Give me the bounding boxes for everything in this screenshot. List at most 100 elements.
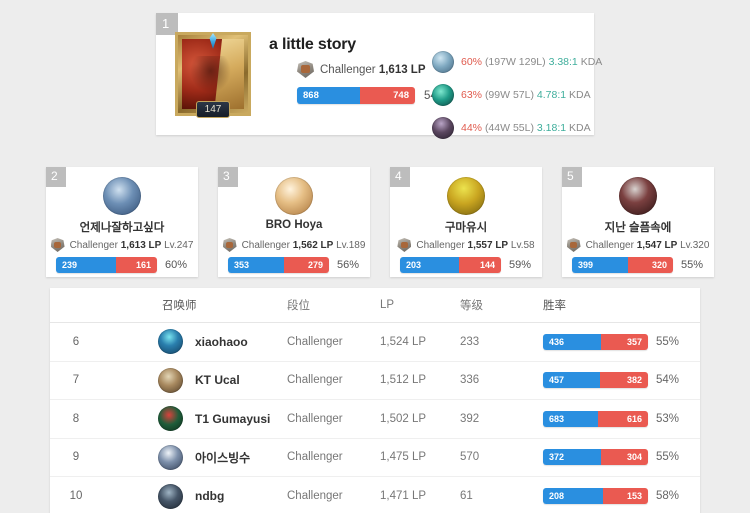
champion-icon-1 — [432, 51, 454, 73]
row-summoner: ndbg — [102, 483, 287, 509]
row-tier: Challenger — [287, 451, 343, 464]
rank-badge: 5 — [562, 167, 582, 187]
row-lp: 1,475 LP — [380, 451, 427, 464]
winrate-percent: 60% — [165, 259, 188, 271]
table-row[interactable]: 8 T1 Gumayusi Challenger 1,502 LP 392 68… — [50, 400, 700, 439]
row-rank: 6 — [72, 335, 80, 348]
wins-segment: 683 — [543, 410, 599, 427]
summoner-name[interactable]: xiaohaoo — [195, 334, 248, 349]
rank-4-card[interactable]: 4 구마유시 Challenger 1,557 LP Lv.58 203 144… — [390, 167, 542, 277]
tier-label: Challenger 1,613 LP Lv.247 — [70, 240, 194, 251]
row-tier: Challenger — [287, 335, 343, 348]
row-rank: 8 — [72, 412, 80, 425]
summoner-avatar — [158, 406, 183, 432]
losses-segment: 161 — [116, 257, 157, 273]
summoner-name[interactable]: KT Ucal — [195, 373, 240, 388]
rank-3-card[interactable]: 3 BRO Hoya Challenger 1,562 LP Lv.189 35… — [218, 167, 370, 277]
summoner-name[interactable]: ndbg — [195, 489, 225, 504]
winrate-bar: 208 153 — [543, 488, 648, 505]
winrate-bar-group: 399 320 55% — [572, 257, 703, 273]
summoner-avatar — [275, 177, 313, 215]
losses-segment: 748 — [360, 87, 415, 104]
champion-record: (44W 55L) — [484, 122, 534, 134]
winrate-bar: 372 304 — [543, 449, 648, 466]
champion-icon-2 — [432, 84, 454, 106]
summoner-level-badge: 147 — [196, 101, 230, 118]
summoner-level: Lv.247 — [164, 239, 194, 251]
tier-label: Challenger 1,547 LP Lv.320 — [586, 240, 710, 251]
champion-stat-text: 44% (44W 55L) 3.18:1 KDA — [461, 122, 591, 134]
tier-name: Challenger — [241, 239, 290, 251]
summoner-avatar — [158, 367, 183, 393]
wins-segment: 457 — [543, 372, 601, 389]
tier-label: Challenger 1,562 LP Lv.189 — [242, 240, 366, 251]
rank-2-card[interactable]: 2 언제나잘하고싶다 Challenger 1,613 LP Lv.247 23… — [46, 167, 198, 277]
summoner-name[interactable]: 지난 슬픔속에 — [604, 222, 672, 234]
winrate-percent: 53% — [656, 412, 680, 425]
champion-stat-text: 63% (99W 57L) 4.78:1 KDA — [461, 89, 591, 101]
row-level: 61 — [460, 490, 473, 503]
table-row[interactable]: 6 xiaohaoo Challenger 1,524 LP 233 436 3… — [50, 323, 700, 362]
row-summoner: xiaohaoo — [102, 329, 287, 355]
row-level: 392 — [460, 412, 480, 425]
summoner-level: Lv.320 — [680, 239, 710, 251]
row-lp: 1,471 LP — [380, 490, 427, 503]
winrate-bar: 399 320 — [572, 257, 673, 273]
summoner-name[interactable]: T1 Gumayusi — [195, 411, 271, 426]
summoner-avatar — [103, 177, 141, 215]
tier-lp: 1,562 LP — [292, 239, 334, 251]
winrate-percent: 58% — [656, 490, 680, 503]
column-header-winrate: 胜率 — [543, 297, 700, 313]
champion-kda: 4.78:1 — [536, 89, 567, 101]
summoner-name[interactable]: 구마유시 — [444, 222, 488, 234]
table-row[interactable]: 7 KT Ucal Challenger 1,512 LP 336 457 38… — [50, 362, 700, 400]
row-winrate: 372 304 55% — [543, 449, 700, 466]
tier-label: Challenger 1,613 LP — [320, 64, 426, 76]
tier-name: Challenger — [416, 239, 465, 251]
winrate-bar-group: 353 279 56% — [228, 257, 359, 273]
champion-icon-3 — [432, 117, 454, 139]
tier-row: Challenger 1,613 LP — [297, 61, 447, 78]
losses-segment: 382 — [600, 372, 648, 389]
row-summoner: 아이스빙수 — [102, 444, 287, 470]
winrate-bar-group: 868 748 54% — [297, 87, 447, 104]
losses-segment: 153 — [603, 488, 648, 505]
challenger-tier-icon — [50, 238, 65, 252]
tier-name: Challenger — [320, 63, 376, 76]
challenger-tier-icon — [566, 238, 581, 252]
champion-stat-row: 44% (44W 55L) 3.18:1 KDA — [432, 117, 602, 139]
row-winrate: 457 382 54% — [543, 372, 700, 389]
rank-1-info: a little story Challenger 1,613 LP 868 7… — [269, 32, 447, 104]
column-header-lp: LP — [380, 299, 395, 311]
summoner-avatar — [619, 177, 657, 215]
table-row[interactable]: 9 아이스빙수 Challenger 1,475 LP 570 372 304 … — [50, 439, 700, 477]
summoner-level: Lv.58 — [510, 239, 535, 251]
summoner-name[interactable]: 아이스빙수 — [195, 450, 251, 465]
champion-stat-row: 60% (197W 129L) 3.38:1 KDA — [432, 51, 602, 73]
row-winrate: 208 153 58% — [543, 488, 700, 505]
tier-name: Challenger — [585, 239, 634, 251]
leaderboard-table: 召唤师 段位 LP 等级 胜率 6 xiaohaoo Challenger 1,… — [50, 288, 700, 513]
rank-1-card-body: 147 a little story Challenger 1,613 LP 8… — [156, 13, 594, 118]
rank-1-card[interactable]: 1 147 a little story Challenger 1,613 LP… — [156, 13, 602, 139]
tier-row: Challenger 1,613 LP Lv.247 — [46, 238, 198, 252]
summoner-name[interactable]: BRO Hoya — [265, 219, 323, 231]
winrate-bar: 683 616 — [543, 410, 648, 427]
top-ranks-cards: 2 언제나잘하고싶다 Challenger 1,613 LP Lv.247 23… — [46, 167, 714, 277]
tier-row: Challenger 1,547 LP Lv.320 — [562, 238, 714, 252]
summoner-name[interactable]: 언제나잘하고싶다 — [79, 222, 165, 234]
rank-badge: 2 — [46, 167, 66, 187]
summoner-avatar — [447, 177, 485, 215]
challenger-tier-icon — [297, 61, 314, 78]
summoner-avatar — [158, 483, 183, 509]
rank-badge: 4 — [390, 167, 410, 187]
rank-5-card[interactable]: 5 지난 슬픔속에 Challenger 1,547 LP Lv.320 399… — [562, 167, 714, 277]
column-header-summoner-label: 召唤师 — [162, 300, 197, 312]
champion-winrate: 44% — [461, 122, 483, 134]
wins-segment: 203 — [400, 257, 460, 273]
row-winrate: 436 357 55% — [543, 333, 700, 350]
rank-badge: 1 — [156, 13, 178, 35]
summoner-name[interactable]: a little story — [269, 36, 357, 53]
winrate-bar: 239 161 — [56, 257, 157, 273]
table-row[interactable]: 10 ndbg Challenger 1,471 LP 61 208 153 5… — [50, 477, 700, 513]
